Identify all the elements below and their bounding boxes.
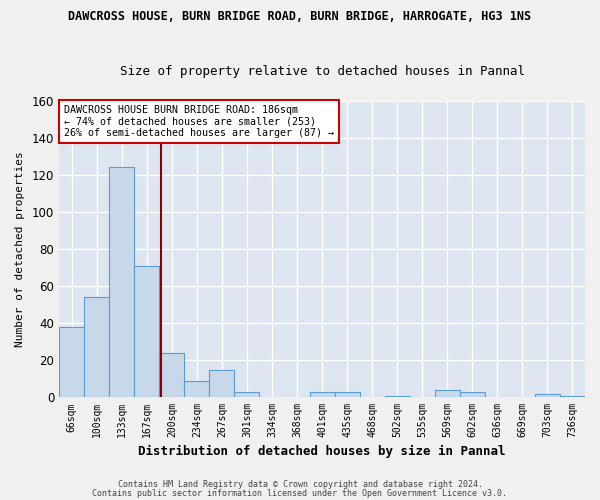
Bar: [460, 392, 485, 398]
Bar: [435, 390, 460, 398]
Bar: [560, 396, 585, 398]
Bar: [209, 370, 235, 398]
Bar: [134, 266, 160, 398]
X-axis label: Distribution of detached houses by size in Pannal: Distribution of detached houses by size …: [139, 444, 506, 458]
Text: DAWCROSS HOUSE, BURN BRIDGE ROAD, BURN BRIDGE, HARROGATE, HG3 1NS: DAWCROSS HOUSE, BURN BRIDGE ROAD, BURN B…: [68, 10, 532, 23]
Bar: [184, 380, 209, 398]
Bar: [235, 392, 259, 398]
Bar: [335, 392, 359, 398]
Bar: [385, 396, 410, 398]
Bar: [160, 353, 184, 398]
Bar: [84, 297, 109, 398]
Bar: [535, 394, 560, 398]
Text: DAWCROSS HOUSE BURN BRIDGE ROAD: 186sqm
← 74% of detached houses are smaller (25: DAWCROSS HOUSE BURN BRIDGE ROAD: 186sqm …: [64, 105, 334, 138]
Text: Contains public sector information licensed under the Open Government Licence v3: Contains public sector information licen…: [92, 490, 508, 498]
Y-axis label: Number of detached properties: Number of detached properties: [15, 151, 25, 347]
Bar: [59, 327, 84, 398]
Bar: [109, 168, 134, 398]
Text: Contains HM Land Registry data © Crown copyright and database right 2024.: Contains HM Land Registry data © Crown c…: [118, 480, 482, 489]
Bar: [310, 392, 335, 398]
Title: Size of property relative to detached houses in Pannal: Size of property relative to detached ho…: [119, 66, 524, 78]
